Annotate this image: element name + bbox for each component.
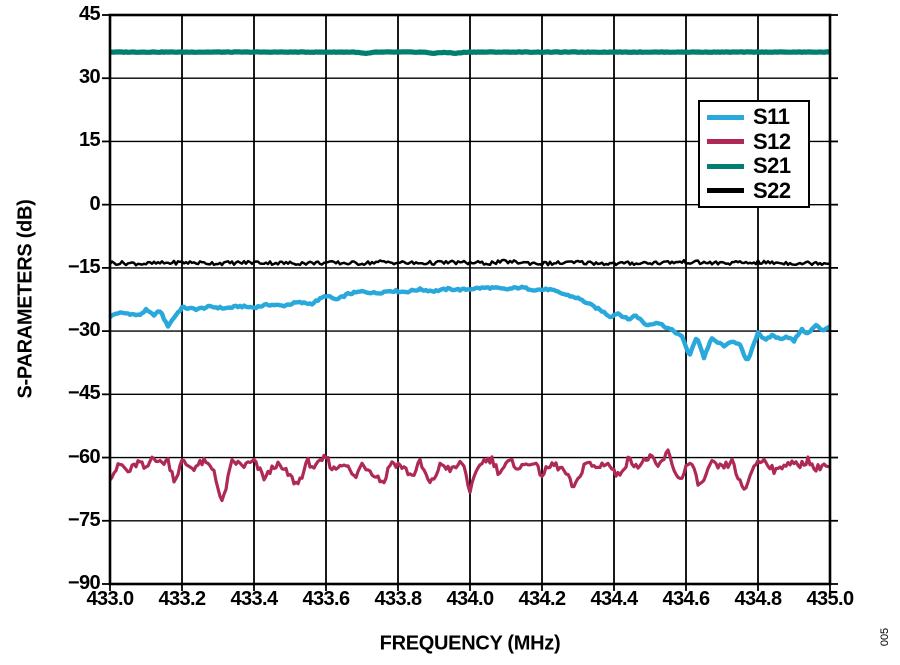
- x-tick-label: 434.4: [590, 588, 638, 610]
- y-axis-title: S-PARAMETERS (dB): [14, 199, 37, 399]
- legend-swatch-s12: [707, 139, 744, 145]
- series-s22: [109, 258, 831, 267]
- series-s12: [108, 448, 831, 503]
- x-tick-label: 433.6: [302, 588, 350, 610]
- x-tick-label: 434.2: [518, 588, 566, 610]
- legend-swatch-s22: [707, 188, 744, 194]
- x-axis-title: FREQUENCY (MHz): [379, 632, 561, 655]
- x-tick-label: 434.6: [662, 588, 710, 610]
- x-tick-label: 434.0: [446, 588, 494, 610]
- legend-label: S21: [753, 153, 791, 179]
- y-tick-label: −90: [67, 572, 101, 594]
- y-tick-label: 30: [78, 66, 101, 89]
- legend-item-s11: S11: [707, 105, 808, 129]
- y-tick-label: 45: [78, 3, 101, 25]
- legend-item-s22: S22: [707, 179, 808, 203]
- legend-item-s21: S21: [707, 154, 808, 178]
- legend-label: S12: [753, 128, 791, 154]
- series-s21: [109, 49, 831, 56]
- x-tick-label: 435.0: [806, 588, 854, 610]
- y-tick-label: 15: [78, 129, 101, 152]
- y-tick-label: −60: [67, 445, 101, 468]
- legend-item-s12: S12: [707, 130, 808, 154]
- legend-label: S11: [753, 104, 790, 130]
- legend-swatch-s21: [707, 163, 744, 169]
- x-tick-label: 433.4: [230, 588, 278, 610]
- plot-frame: [108, 13, 832, 586]
- y-tick-label: −75: [67, 508, 101, 531]
- y-tick-label: −30: [67, 319, 101, 342]
- figure-number: 005: [879, 627, 891, 647]
- x-tick-label: 433.2: [158, 588, 206, 610]
- x-tick-label: 434.8: [734, 588, 782, 610]
- legend: S11 S12 S21 S22: [698, 100, 810, 208]
- legend-swatch-s11: [707, 114, 744, 120]
- y-tick-label: −45: [67, 382, 101, 405]
- y-tick-label: −15: [67, 255, 101, 278]
- series-s11: [108, 284, 832, 362]
- y-tick-label: 0: [89, 192, 100, 215]
- x-tick-label: 433.0: [86, 588, 134, 610]
- x-tick-label: 433.8: [374, 588, 422, 610]
- legend-label: S22: [753, 177, 791, 203]
